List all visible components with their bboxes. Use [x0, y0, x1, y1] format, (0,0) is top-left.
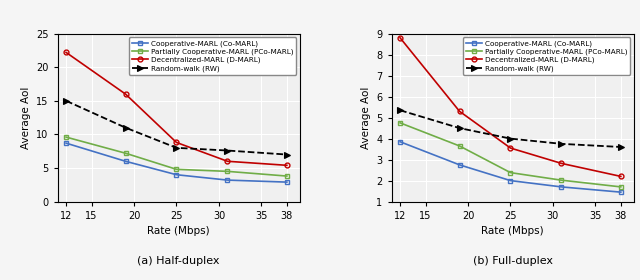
Y-axis label: Average AoI: Average AoI — [361, 87, 371, 149]
Line: Decentralized-MARL (D-MARL): Decentralized-MARL (D-MARL) — [397, 35, 623, 179]
Cooperative-MARL (Co-MARL) — [62, 141, 70, 145]
Title: (b) Full-duplex: (b) Full-duplex — [472, 256, 552, 266]
Cooperative-MARL (Co-MARL) — [173, 173, 180, 176]
Partially Cooperative-MARL (PCo-MARL) — [396, 121, 404, 125]
Cooperative-MARL (Co-MARL) — [122, 160, 129, 163]
Random-walk (RW) — [173, 146, 180, 150]
Random-walk (RW) — [223, 149, 231, 152]
Partially Cooperative-MARL (PCo-MARL) — [456, 144, 463, 148]
Random-walk (RW) — [283, 153, 291, 156]
Cooperative-MARL (Co-MARL) — [617, 190, 625, 194]
Decentralized-MARL (D-MARL) — [223, 160, 231, 163]
Line: Random-walk (RW): Random-walk (RW) — [397, 107, 625, 150]
Cooperative-MARL (Co-MARL) — [223, 178, 231, 182]
Cooperative-MARL (Co-MARL) — [396, 140, 404, 143]
Legend: Cooperative-MARL (Co-MARL), Partially Cooperative-MARL (PCo-MARL), Decentralized: Cooperative-MARL (Co-MARL), Partially Co… — [463, 37, 630, 75]
Decentralized-MARL (D-MARL) — [283, 164, 291, 167]
Partially Cooperative-MARL (PCo-MARL) — [283, 174, 291, 178]
Decentralized-MARL (D-MARL) — [122, 92, 129, 96]
Cooperative-MARL (Co-MARL) — [283, 180, 291, 184]
Line: Cooperative-MARL (Co-MARL): Cooperative-MARL (Co-MARL) — [63, 141, 289, 185]
Partially Cooperative-MARL (PCo-MARL) — [173, 168, 180, 171]
Decentralized-MARL (D-MARL) — [456, 110, 463, 113]
Random-walk (RW) — [122, 126, 129, 129]
X-axis label: Rate (Mbps): Rate (Mbps) — [481, 226, 544, 236]
Cooperative-MARL (Co-MARL) — [456, 163, 463, 167]
Decentralized-MARL (D-MARL) — [396, 36, 404, 39]
Partially Cooperative-MARL (PCo-MARL) — [122, 151, 129, 155]
Line: Partially Cooperative-MARL (PCo-MARL): Partially Cooperative-MARL (PCo-MARL) — [397, 120, 623, 189]
Random-walk (RW) — [62, 99, 70, 102]
X-axis label: Rate (Mbps): Rate (Mbps) — [147, 226, 210, 236]
Line: Random-walk (RW): Random-walk (RW) — [63, 97, 291, 158]
Line: Decentralized-MARL (D-MARL): Decentralized-MARL (D-MARL) — [63, 50, 289, 168]
Line: Cooperative-MARL (Co-MARL): Cooperative-MARL (Co-MARL) — [397, 139, 623, 195]
Random-walk (RW) — [456, 127, 463, 130]
Random-walk (RW) — [617, 145, 625, 149]
Partially Cooperative-MARL (PCo-MARL) — [557, 179, 565, 182]
Partially Cooperative-MARL (PCo-MARL) — [617, 185, 625, 189]
Title: (a) Half-duplex: (a) Half-duplex — [138, 256, 220, 266]
Decentralized-MARL (D-MARL) — [173, 141, 180, 144]
Line: Partially Cooperative-MARL (PCo-MARL): Partially Cooperative-MARL (PCo-MARL) — [63, 135, 289, 178]
Random-walk (RW) — [557, 142, 565, 146]
Partially Cooperative-MARL (PCo-MARL) — [507, 171, 515, 174]
Decentralized-MARL (D-MARL) — [507, 146, 515, 150]
Y-axis label: Average AoI: Average AoI — [20, 87, 31, 149]
Decentralized-MARL (D-MARL) — [62, 51, 70, 54]
Random-walk (RW) — [396, 109, 404, 112]
Cooperative-MARL (Co-MARL) — [557, 185, 565, 189]
Cooperative-MARL (Co-MARL) — [507, 179, 515, 182]
Legend: Cooperative-MARL (Co-MARL), Partially Cooperative-MARL (PCo-MARL), Decentralized: Cooperative-MARL (Co-MARL), Partially Co… — [129, 37, 296, 75]
Decentralized-MARL (D-MARL) — [617, 175, 625, 178]
Partially Cooperative-MARL (PCo-MARL) — [223, 170, 231, 173]
Partially Cooperative-MARL (PCo-MARL) — [62, 136, 70, 139]
Random-walk (RW) — [507, 137, 515, 140]
Decentralized-MARL (D-MARL) — [557, 162, 565, 165]
